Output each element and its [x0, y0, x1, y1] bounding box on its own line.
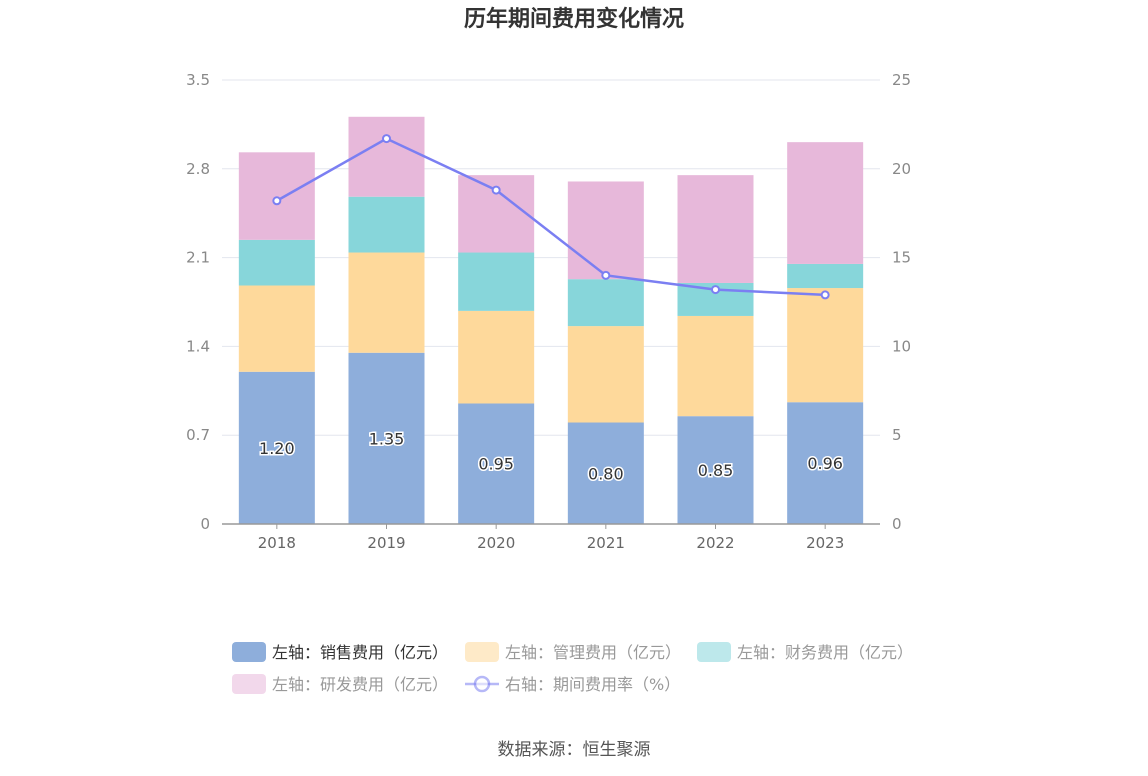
right-tick-label: 0 — [892, 515, 902, 533]
bar-segment — [677, 416, 754, 524]
bar-segment — [458, 252, 535, 311]
data-label: 1.35 — [369, 429, 405, 448]
left-tick-label: 2.1 — [186, 249, 210, 267]
bar-segment — [787, 263, 864, 289]
right-tick-label: 15 — [892, 249, 911, 267]
data-label: 1.20 — [259, 439, 295, 458]
data-label: 0.80 — [588, 464, 624, 483]
data-label: 0.85 — [698, 461, 734, 480]
x-tick-label: 2020 — [477, 534, 515, 552]
legend[interactable]: 左轴：销售费用（亿元） 左轴：管理费用（亿元） 左轴：财务费用（亿元） 左轴：研发费用… — [232, 642, 913, 694]
rate-point — [601, 270, 611, 280]
bar-segment — [677, 315, 754, 417]
rate-point — [711, 285, 720, 295]
x-tick-label: 2019 — [367, 534, 405, 552]
grid — [222, 79, 880, 436]
data-label: 0.95 — [478, 455, 514, 474]
bar-segment — [787, 402, 864, 524]
left-tick-label: 3.5 — [186, 71, 210, 89]
bar-segment — [677, 175, 754, 283]
bar-segment — [567, 279, 644, 327]
bar-segment — [238, 152, 315, 240]
bar-segment — [458, 310, 535, 404]
legend-swatch — [232, 674, 266, 694]
legend-swatch — [465, 642, 499, 662]
bar-segment — [567, 326, 644, 423]
bar-segment — [238, 239, 315, 286]
legend-label: 左轴：财务费用（亿元） — [737, 643, 913, 662]
right-tick-label: 20 — [892, 160, 911, 178]
legend-label: 左轴：研发费用（亿元） — [272, 675, 448, 694]
legend-swatch — [697, 642, 731, 662]
x-tick-label: 2018 — [258, 534, 296, 552]
x-tick-label: 2022 — [696, 534, 734, 552]
legend-swatch — [232, 642, 266, 662]
legend-label: 右轴：期间费用率（%） — [505, 675, 680, 694]
data-labels: 1.20 1.35 0.95 0.80 0.85 0.96 — [258, 428, 845, 485]
bar-segment — [787, 288, 864, 403]
left-axis: 0 0.7 1.4 2.1 2.8 3.5 — [186, 71, 210, 533]
right-axis: 0 5 10 15 20 25 — [892, 71, 911, 533]
chart-title: 历年期间费用变化情况 — [464, 6, 684, 32]
bar-segment — [458, 403, 535, 524]
rate-point — [272, 196, 282, 206]
rate-line — [276, 137, 826, 297]
right-tick-label: 25 — [892, 71, 911, 89]
left-tick-label: 0 — [200, 515, 210, 533]
bar-segment — [238, 371, 315, 524]
data-label: 0.96 — [807, 454, 843, 473]
bar-segment — [348, 252, 425, 353]
bar-segment — [238, 285, 315, 372]
bar-segment — [567, 181, 644, 280]
x-axis: 2018 2019 2020 2021 2022 2023 — [222, 523, 880, 552]
rate-point — [382, 134, 391, 144]
bars — [238, 116, 864, 524]
x-tick-label: 2021 — [587, 534, 625, 552]
line-series — [272, 134, 830, 300]
bar-segment — [348, 196, 425, 253]
rate-point — [491, 185, 501, 195]
right-tick-label: 5 — [892, 426, 902, 444]
legend-label: 左轴：销售费用（亿元） — [272, 643, 448, 662]
bar-segment — [567, 422, 644, 524]
bar-segment — [348, 352, 425, 524]
legend-label: 左轴：管理费用（亿元） — [505, 643, 681, 662]
bar-segment — [348, 116, 425, 197]
legend-marker — [473, 675, 491, 693]
left-tick-label: 1.4 — [186, 337, 210, 355]
x-tick-label: 2023 — [806, 534, 844, 552]
bar-segment — [787, 142, 864, 264]
left-tick-label: 0.7 — [186, 426, 210, 444]
source-note: 数据来源：恒生聚源 — [498, 740, 651, 760]
left-tick-label: 2.8 — [186, 160, 210, 178]
right-tick-label: 10 — [892, 337, 911, 355]
rate-point — [820, 290, 830, 300]
